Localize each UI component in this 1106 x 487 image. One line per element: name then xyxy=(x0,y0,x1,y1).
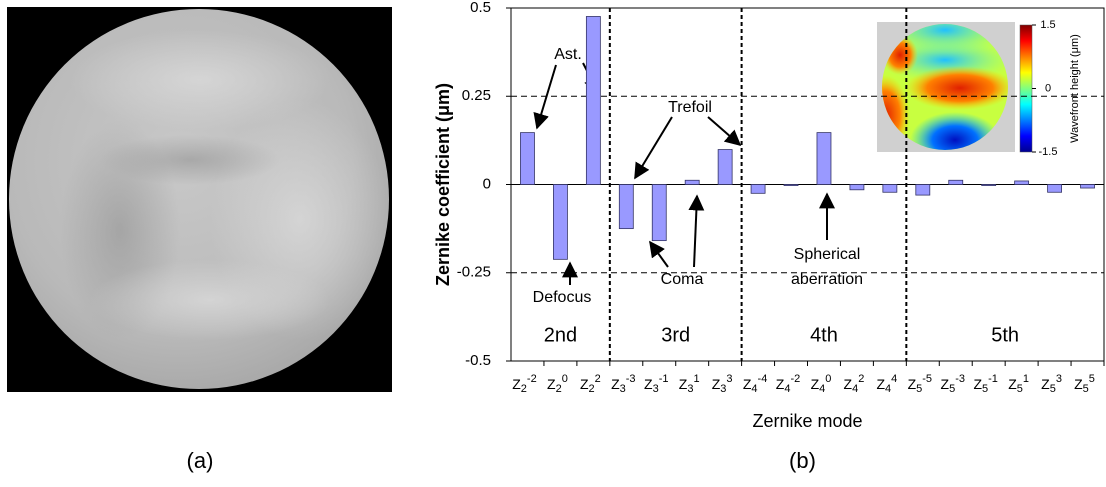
colorbar-tick-label: 0 xyxy=(1045,82,1051,94)
group-label: 2nd xyxy=(544,324,577,346)
colorbar-tick-label: -1.5 xyxy=(1039,146,1058,158)
bar xyxy=(817,133,831,185)
inset-wavefront xyxy=(860,5,1032,168)
x-tick-label: Z4-2 xyxy=(776,373,800,395)
category-sup: 0 xyxy=(825,373,831,385)
bar xyxy=(586,16,600,184)
group-label: 3rd xyxy=(661,324,690,346)
category-sup: -3 xyxy=(955,373,965,385)
x-tick-label: Z31 xyxy=(679,373,700,395)
bar xyxy=(619,185,633,229)
x-tick-label: Z55 xyxy=(1074,373,1095,395)
y-axis-title: Zernike coefficient (μm) xyxy=(433,83,453,286)
x-tick-label: Z3-3 xyxy=(611,373,635,395)
x-axis-title: Zernike mode xyxy=(752,411,862,431)
x-tick-label: Z20 xyxy=(547,373,568,395)
panel-label: (a) xyxy=(187,448,214,473)
bar xyxy=(553,185,567,260)
bar xyxy=(916,185,930,196)
y-tick-label: 0 xyxy=(483,175,491,192)
category-sup: -4 xyxy=(758,373,768,385)
category-sup: -2 xyxy=(527,373,537,385)
x-tick-label: Z3-1 xyxy=(644,373,668,395)
category-sup: -5 xyxy=(922,373,932,385)
panel-label: (b) xyxy=(789,448,816,473)
category-sup: 2 xyxy=(595,373,601,385)
bar xyxy=(1081,185,1095,189)
category-sup: -1 xyxy=(659,373,669,385)
annotation: Trefoil xyxy=(668,99,712,116)
x-tick-label: Z5-5 xyxy=(908,373,932,395)
bar xyxy=(652,185,666,241)
group-label: 4th xyxy=(810,324,838,346)
bar xyxy=(1048,185,1062,193)
x-tick-label: Z44 xyxy=(876,373,897,395)
category-sup: 1 xyxy=(693,373,699,385)
colorbar-title: Wavefront height (μm) xyxy=(1069,34,1081,143)
category-sup: 0 xyxy=(562,373,568,385)
panel-a-image xyxy=(7,7,392,392)
bar xyxy=(982,185,996,186)
x-tick-label: Z22 xyxy=(580,373,601,395)
y-tick-label: 0.25 xyxy=(462,87,491,104)
x-tick-label: Z2-2 xyxy=(512,373,536,395)
x-tick-label: Z5-1 xyxy=(973,373,997,395)
annotation: aberration xyxy=(791,271,863,288)
x-tick-label: Z53 xyxy=(1041,373,1062,395)
bar xyxy=(850,185,864,190)
y-tick-label: -0.5 xyxy=(465,352,491,369)
bar xyxy=(751,185,765,194)
category-sup: -3 xyxy=(626,373,636,385)
category-sup: -1 xyxy=(988,373,998,385)
category-sup: 3 xyxy=(726,373,732,385)
category-sup: 2 xyxy=(858,373,864,385)
category-sup: 1 xyxy=(1023,373,1029,385)
bar xyxy=(520,133,534,185)
category-sup: -2 xyxy=(790,373,800,385)
annotation: Spherical xyxy=(794,246,861,263)
y-tick-label: -0.25 xyxy=(457,264,491,281)
x-tick-label: Z33 xyxy=(712,373,733,395)
annotation: Coma xyxy=(661,271,704,288)
bar xyxy=(718,150,732,185)
figure: (a) Ast. Trefoil Defocus Coma Spherical … xyxy=(0,0,1106,482)
colorbar-tick-label: 1.5 xyxy=(1040,19,1055,31)
bar xyxy=(1015,181,1029,185)
bar xyxy=(685,180,699,184)
annotation: Ast. xyxy=(554,46,582,63)
x-tick-label: Z51 xyxy=(1008,373,1029,395)
annotation: Defocus xyxy=(533,289,592,306)
category-sup: 4 xyxy=(891,373,897,385)
x-tick-label: Z5-3 xyxy=(941,373,965,395)
bar xyxy=(883,185,897,193)
category-sup: 3 xyxy=(1056,373,1062,385)
bar xyxy=(949,180,963,184)
x-tick-label: Z42 xyxy=(844,373,865,395)
y-tick-label: 0.5 xyxy=(470,0,491,16)
x-tick-label: Z4-4 xyxy=(743,373,767,395)
bar xyxy=(784,185,798,186)
x-tick-label: Z40 xyxy=(811,373,832,395)
group-label: 5th xyxy=(991,324,1019,346)
category-sup: 5 xyxy=(1089,373,1095,385)
